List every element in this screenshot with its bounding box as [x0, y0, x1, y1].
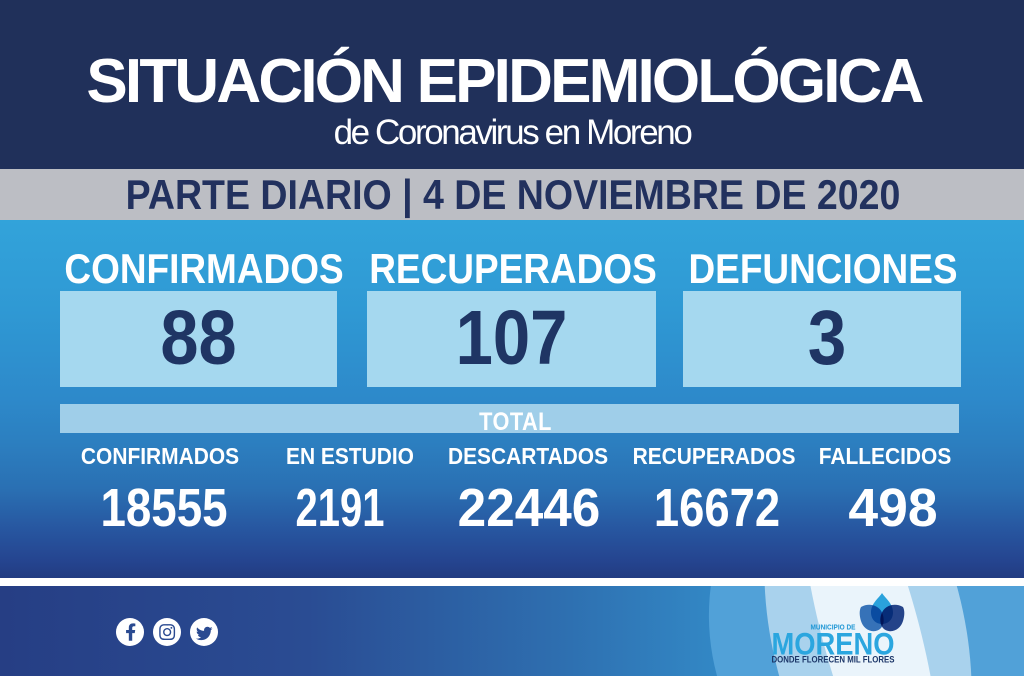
svg-text:DONDE FLORECEN MIL FLORES: DONDE FLORECEN MIL FLORES: [772, 655, 895, 666]
svg-text:MORENO: MORENO: [772, 626, 895, 662]
svg-text:MUNICIPIO DE: MUNICIPIO DE: [811, 623, 856, 632]
